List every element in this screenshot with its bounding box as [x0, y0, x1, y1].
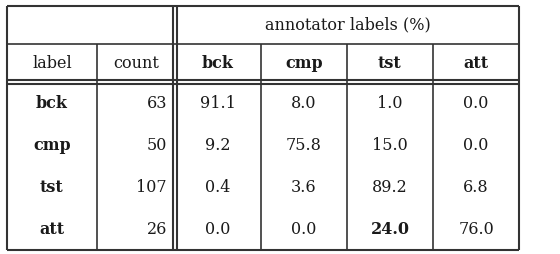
Text: 1.0: 1.0: [377, 94, 403, 112]
Text: 0.0: 0.0: [291, 220, 317, 237]
Text: 89.2: 89.2: [372, 179, 408, 196]
Text: 0.4: 0.4: [206, 179, 231, 196]
Text: 63: 63: [147, 94, 167, 112]
Text: bck: bck: [36, 94, 68, 112]
Text: cmp: cmp: [33, 136, 71, 153]
Text: label: label: [32, 55, 72, 71]
Text: 76.0: 76.0: [458, 220, 494, 237]
Text: 107: 107: [137, 179, 167, 196]
Text: 8.0: 8.0: [291, 94, 317, 112]
Text: 26: 26: [147, 220, 167, 237]
Text: 75.8: 75.8: [286, 136, 322, 153]
Text: 9.2: 9.2: [206, 136, 231, 153]
Text: 50: 50: [147, 136, 167, 153]
Text: 0.0: 0.0: [206, 220, 231, 237]
Text: 24.0: 24.0: [371, 220, 409, 237]
Text: att: att: [39, 220, 64, 237]
Text: 0.0: 0.0: [463, 136, 489, 153]
Text: tst: tst: [378, 55, 402, 71]
Text: annotator labels (%): annotator labels (%): [265, 17, 431, 34]
Text: 3.6: 3.6: [291, 179, 317, 196]
Text: att: att: [464, 55, 488, 71]
Text: count: count: [113, 55, 159, 71]
Text: bck: bck: [202, 55, 234, 71]
Text: 91.1: 91.1: [200, 94, 236, 112]
Text: 6.8: 6.8: [463, 179, 489, 196]
Text: tst: tst: [40, 179, 64, 196]
Text: cmp: cmp: [285, 55, 323, 71]
Text: 15.0: 15.0: [372, 136, 408, 153]
Text: 0.0: 0.0: [463, 94, 489, 112]
